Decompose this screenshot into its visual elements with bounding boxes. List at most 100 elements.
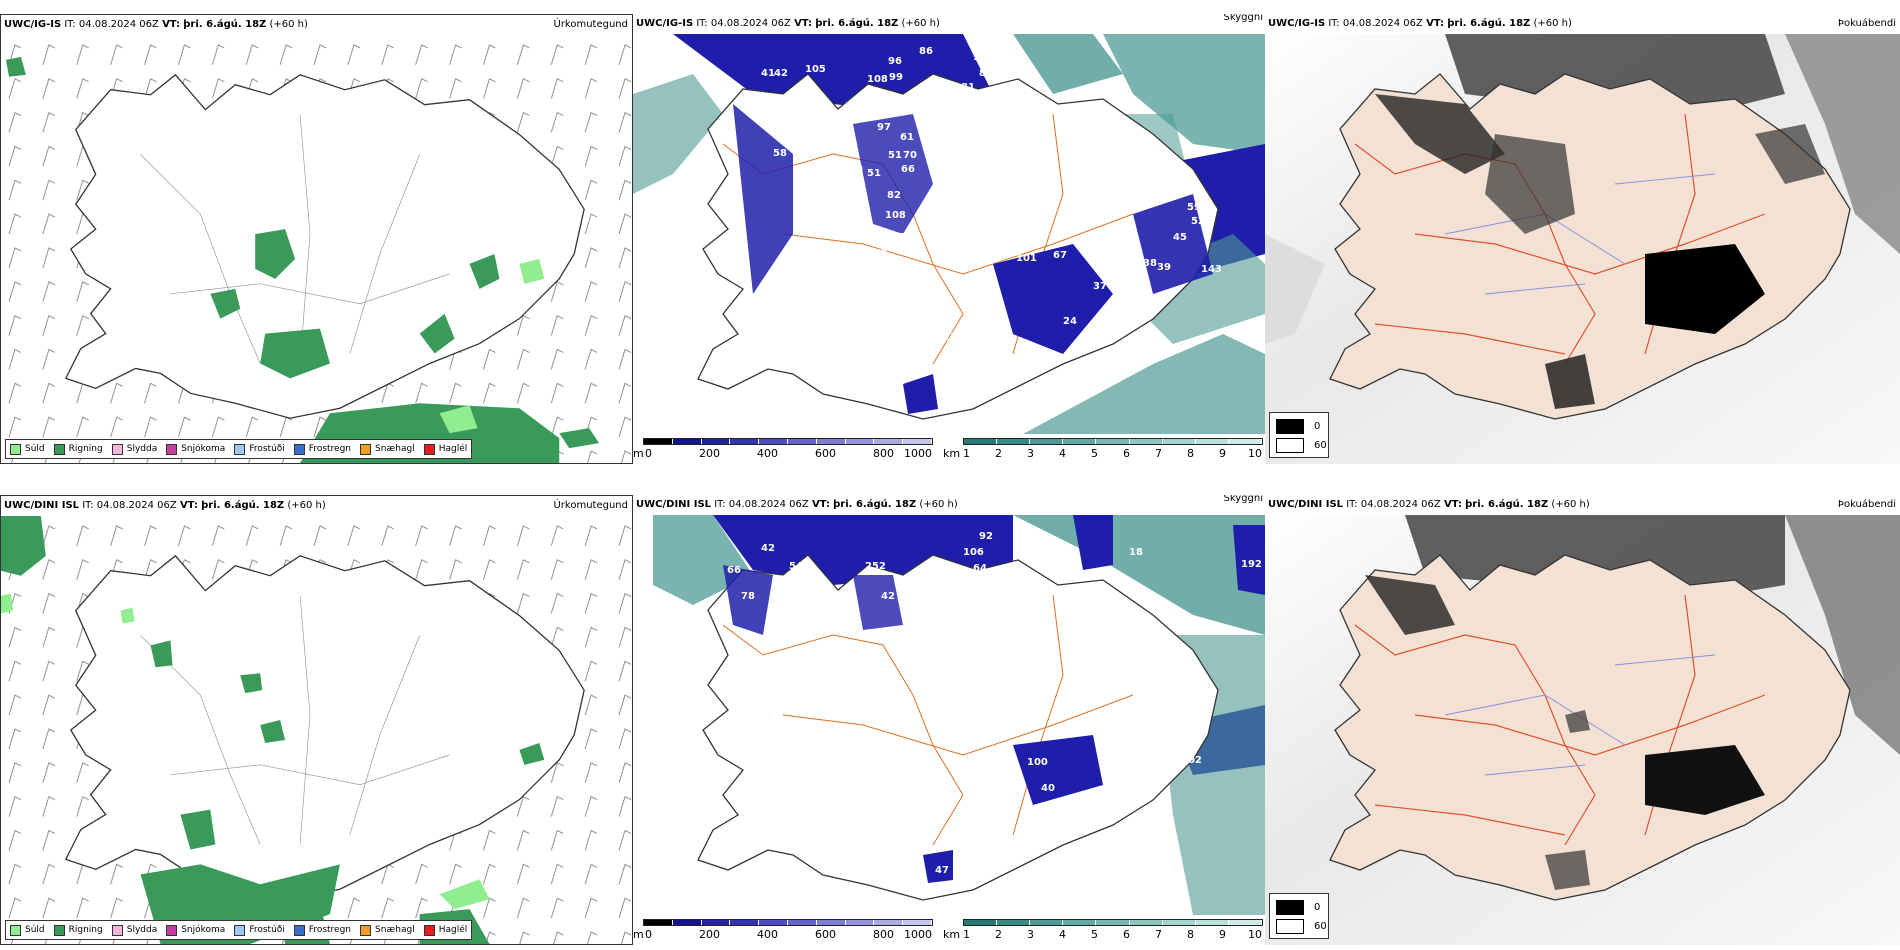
cloud-base-swatch	[672, 920, 702, 925]
visibility-tick: 8	[1187, 447, 1194, 460]
cloud-base-values: 42 92 106 18 192 66 54 252 64 126 78 42 …	[727, 531, 1262, 876]
svg-text:101: 101	[1016, 253, 1037, 264]
visibility-swatch	[964, 920, 998, 925]
it-label: IT:	[714, 499, 726, 510]
svg-text:96: 96	[888, 56, 902, 67]
visibility-swatch	[1030, 439, 1064, 444]
vt-label: VT:	[811, 499, 830, 510]
svg-text:42: 42	[881, 591, 895, 602]
it-label: IT:	[1346, 499, 1358, 510]
valid-time: þri. 6.ágú. 18Z	[833, 499, 917, 510]
cloud-base-swatch	[845, 920, 875, 925]
svg-text:24: 24	[1063, 316, 1077, 327]
model-name: UWC/DINI ISL	[4, 500, 80, 511]
svg-text:57: 57	[789, 92, 803, 103]
svg-text:64: 64	[931, 98, 945, 109]
svg-text:38: 38	[1143, 258, 1157, 269]
svg-text:66: 66	[727, 565, 741, 576]
panel-header: UWC/IG-IS IT: 04.08.2024 06Z VT: þri. 6.…	[1, 15, 632, 35]
precip-type-panel-row2: UWC/DINI ISL IT: 04.08.2024 06Z VT: þri.…	[0, 495, 633, 945]
svg-text:126: 126	[895, 577, 916, 588]
cloud-visibility-map[interactable]: 42 92 106 18 192 66 54 252 64 126 78 42 …	[633, 515, 1265, 915]
precip-type-panel-row1: UWC/IG-IS IT: 04.08.2024 06Z VT: þri. 6.…	[0, 14, 633, 464]
fog-map[interactable]	[1265, 34, 1900, 464]
lead-time: (+60 h)	[269, 19, 308, 30]
svg-text:73: 73	[767, 94, 781, 105]
cloud-base-swatch	[730, 439, 760, 444]
legend-item-rain: Rigning	[53, 924, 103, 936]
visibility-tick: 4	[1059, 447, 1066, 460]
svg-text:72: 72	[1119, 737, 1133, 748]
svg-text:39: 39	[1157, 262, 1171, 273]
svg-text:64: 64	[973, 563, 987, 574]
fog-index-legend: 0 60	[1269, 893, 1329, 939]
legend-item-graupel: Snæhagl	[360, 924, 415, 936]
fog-legend-high: 60	[1276, 438, 1327, 453]
fog-legend-low: 0	[1276, 419, 1320, 434]
visibility-tick: 8	[1187, 928, 1194, 941]
legend-item-freezing-drizzle: Frostúði	[234, 443, 285, 455]
legend-item-snow: Snjókoma	[166, 443, 225, 455]
cloud-base-swatch	[816, 920, 846, 925]
visibility-swatch	[1096, 920, 1130, 925]
svg-text:54: 54	[737, 98, 751, 109]
precip-map[interactable]	[1, 516, 632, 944]
lead-time: (+60 h)	[1533, 18, 1572, 29]
fog-index-panel-row1: UWC/IG-IS IT: 04.08.2024 06Z VT: þri. 6.…	[1265, 14, 1900, 464]
init-time: 04.08.2024 06Z	[710, 18, 791, 29]
visibility-tick: 10	[1248, 928, 1262, 941]
svg-text:59: 59	[1187, 202, 1201, 213]
visibility-swatch	[1162, 920, 1196, 925]
visibility-swatch	[1195, 439, 1229, 444]
legend-item-freezing-drizzle: Frostúði	[234, 924, 285, 936]
init-time: 04.08.2024 06Z	[96, 500, 177, 511]
cloud-base-swatch	[903, 920, 932, 925]
legend-item-drizzle: Súld	[10, 924, 45, 936]
visibility-tick: 1	[963, 928, 970, 941]
cloud-base-values: 41 42 105 96 86 93 82 108 99 54 73 57 78…	[737, 46, 1222, 381]
fog-map[interactable]	[1265, 515, 1900, 945]
cloud-base-swatch	[730, 920, 760, 925]
cloud-base-tick: 200	[699, 447, 720, 460]
svg-text:78: 78	[741, 591, 755, 602]
svg-text:37: 37	[1093, 281, 1107, 292]
cloud-visibility-map[interactable]: 41 42 105 96 86 93 82 108 99 54 73 57 78…	[633, 34, 1265, 434]
init-time: 04.08.2024 06Z	[728, 499, 809, 510]
svg-text:81: 81	[1099, 747, 1113, 758]
cloud-base-swatch	[787, 920, 817, 925]
visibility-swatch	[1228, 439, 1262, 444]
panel-title: Þokuábendi	[1837, 499, 1896, 510]
cloud-base-swatch	[816, 439, 846, 444]
svg-text:93: 93	[973, 52, 987, 63]
visibility-tick: 5	[1091, 447, 1098, 460]
cloud-base-swatch	[701, 439, 731, 444]
fog-legend-low: 0	[1276, 900, 1320, 915]
visibility-tick: 4	[1059, 928, 1066, 941]
svg-text:42: 42	[774, 68, 788, 79]
panel-header: UWC/DINI ISL IT: 04.08.2024 06Z VT: þri.…	[633, 495, 1265, 515]
cloud-base-tick: 400	[757, 928, 778, 941]
visibility-swatch	[1195, 920, 1229, 925]
vt-label: VT:	[1443, 499, 1462, 510]
legend-item-sleet: Slydda	[111, 443, 157, 455]
visibility-swatch	[1063, 920, 1097, 925]
valid-time: þri. 6.ágú. 18Z	[183, 19, 267, 30]
legend-item-graupel: Snæhagl	[360, 443, 415, 455]
cloud-base-swatch	[759, 439, 788, 444]
svg-text:102: 102	[1181, 755, 1202, 766]
cloud-base-swatch	[787, 439, 817, 444]
cloud-base-swatch	[759, 920, 788, 925]
visibility-tick: 5	[1091, 928, 1098, 941]
it-label: IT:	[1328, 18, 1340, 29]
svg-text:50: 50	[849, 164, 863, 175]
model-name: UWC/IG-IS	[636, 18, 694, 29]
panel-header: UWC/IG-IS IT: 04.08.2024 06Z VT: þri. 6.…	[1265, 14, 1900, 34]
svg-text:61: 61	[900, 132, 914, 143]
visibility-title: Skyggni	[1223, 14, 1263, 23]
precip-map[interactable]	[1, 35, 632, 463]
cloud-visibility-panel-row2: UWC/DINI ISL IT: 04.08.2024 06Z VT: þri.…	[633, 495, 1265, 945]
svg-text:51: 51	[867, 168, 881, 179]
svg-text:46: 46	[1121, 250, 1135, 261]
cloud-base-tick: 800	[873, 928, 894, 941]
visibility-tick: 6	[1123, 447, 1130, 460]
